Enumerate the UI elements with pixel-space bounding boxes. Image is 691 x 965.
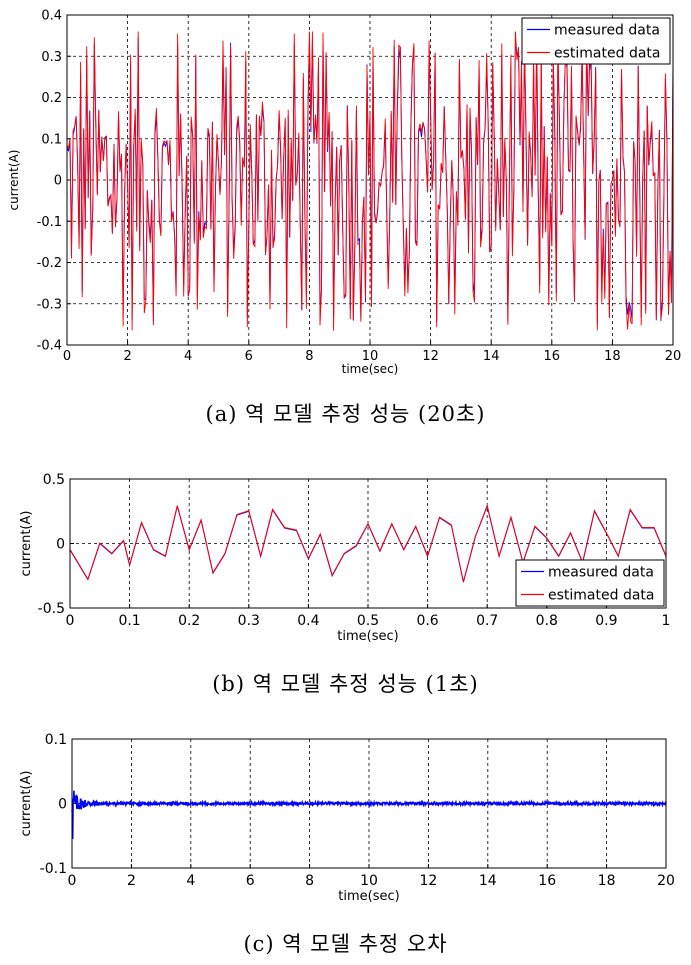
caption-c: (c) 역 모델 추정 오차 — [243, 932, 448, 956]
y-tick-label: -0.1 — [37, 215, 62, 230]
legend-entry: measured data — [548, 565, 654, 581]
x-tick-label: 4 — [184, 349, 192, 364]
x-tick-label: 10 — [362, 349, 379, 364]
x-tick-label: 6 — [245, 349, 253, 364]
y-tick-label: 0 — [56, 536, 65, 552]
y-axis-label: current(A) — [19, 511, 34, 577]
y-tick-label: 0.3 — [41, 50, 62, 65]
x-tick-label: 20 — [665, 349, 682, 364]
y-tick-label: 0.1 — [45, 732, 67, 748]
x-axis-label: time(sec) — [338, 889, 399, 904]
x-tick-label: 14 — [479, 873, 497, 889]
y-tick-label: 0.2 — [41, 91, 62, 106]
legend-entry: estimated data — [548, 588, 654, 604]
legend-box — [521, 17, 671, 65]
x-tick-label: 6 — [246, 873, 255, 889]
x-tick-label: 16 — [544, 349, 561, 364]
plot-border — [66, 14, 674, 346]
chart-b-svg: 0 0.1 0.2 0.3 0.4 0.5 0.6 0.7 0.8 0.9 10.50-0.5tim… — [19, 472, 671, 644]
x-tick-label: 10 — [360, 873, 378, 889]
x-tick-label: 0.8 — [536, 613, 558, 629]
x-tick-label: 12 — [419, 873, 437, 889]
x-tick-label: 18 — [604, 349, 621, 364]
x-tick-label: 1 — [662, 613, 671, 629]
x-tick-label: 2 — [123, 349, 131, 364]
x-tick-label: 0 — [63, 349, 71, 364]
chart-c-svg: 0 2 4 6 8 10 12 14 16 18 200.10-0.1time(sec)curren… — [19, 732, 675, 904]
caption-a: (a) 역 모델 추정 성능 (20초) — [205, 402, 486, 426]
series-line-error — [71, 790, 667, 840]
x-tick-label: 8 — [305, 349, 313, 364]
chart-panel-c: 0 2 4 6 8 10 12 14 16 18 20 0.1 0 -0.1 time(sec) curren… — [0, 722, 691, 917]
x-tick-label: 8 — [305, 873, 314, 889]
x-tick-label: 16 — [538, 873, 556, 889]
x-tick-label: 0.6 — [416, 613, 438, 629]
legend-box — [515, 559, 665, 607]
series-line-estimated — [69, 503, 667, 582]
x-tick-label: 0.7 — [476, 613, 498, 629]
x-axis-label: time(sec) — [342, 362, 399, 376]
y-tick-label: -0.4 — [37, 339, 62, 354]
x-tick-label: 4 — [186, 873, 195, 889]
x-tick-label: 0.5 — [357, 613, 379, 629]
y-tick-label: 0 — [54, 174, 62, 189]
chart-panel-b: 0 0.1 0.2 0.3 0.4 0.5 0.6 0.7 0.8 0.9 1 0.5 0 -0.5 tim… — [0, 462, 691, 657]
x-tick-label: 2 — [127, 873, 136, 889]
legend-entry: measured data — [554, 23, 660, 39]
y-tick-label: -0.5 — [38, 601, 65, 617]
y-tick-label: -0.1 — [40, 861, 67, 877]
chart-a-svg: 0 2 4 6 8 10 12 14 16 18 20 0.4 0.3 0.2 0.1 0 -0.1 -0.2 -0… — [7, 9, 682, 376]
y-tick-label: 0 — [58, 796, 67, 812]
y-axis-label: current(A) — [19, 771, 34, 837]
y-tick-label: 0.1 — [41, 132, 62, 147]
x-tick-label: 0.3 — [238, 613, 260, 629]
x-tick-label: 0.9 — [595, 613, 617, 629]
x-axis-label: time(sec) — [337, 629, 398, 644]
x-tick-label: 0 — [68, 873, 77, 889]
x-tick-label: 18 — [598, 873, 616, 889]
caption-b: (b) 역 모델 추정 성능 (1초) — [212, 672, 479, 696]
x-tick-label: 0.1 — [118, 613, 140, 629]
legend-entry: estimated data — [554, 46, 660, 62]
y-tick-label: -0.3 — [37, 297, 62, 312]
y-axis-label: current(A) — [7, 150, 21, 211]
x-tick-label: 14 — [483, 349, 500, 364]
chart-panel-a: 0 2 4 6 8 10 12 14 16 18 20 0.4 0.3 0.2 0.1 0 -0.1 -0.2 -0… — [0, 0, 691, 390]
plot-border — [71, 738, 667, 869]
x-tick-label: 0.4 — [297, 613, 319, 629]
series-line-estimated — [66, 31, 674, 331]
y-tick-label: -0.2 — [37, 256, 62, 271]
plot-border — [69, 478, 667, 609]
x-tick-label: 0 — [66, 613, 75, 629]
y-tick-label: 0.5 — [43, 472, 65, 488]
x-tick-label: 12 — [422, 349, 439, 364]
y-tick-label: 0.4 — [41, 9, 62, 24]
x-tick-label: 0.2 — [178, 613, 200, 629]
x-tick-label: 20 — [657, 873, 675, 889]
